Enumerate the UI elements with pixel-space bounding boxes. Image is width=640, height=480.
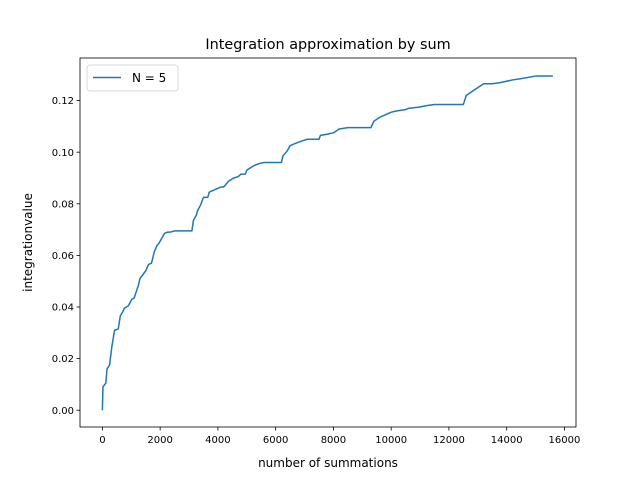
x-tick-label: 6000 — [263, 435, 288, 446]
chart-title: Integration approximation by sum — [205, 37, 450, 53]
y-tick-label: 0.00 — [52, 406, 74, 417]
x-axis-label: number of summations — [258, 456, 398, 470]
x-tick-label: 4000 — [205, 435, 230, 446]
legend-box — [86, 64, 179, 92]
x-tick-label: 10000 — [375, 435, 407, 446]
x-tick-label: 12000 — [433, 435, 465, 446]
y-tick-label: 0.02 — [52, 354, 74, 365]
legend: N = 5 — [86, 64, 179, 92]
x-tick-label: 2000 — [147, 435, 172, 446]
x-axis-ticks: 0 2000 4000 6000 8000 10000 12000 14000 16000 — [99, 427, 580, 446]
axes-frame — [79, 57, 577, 428]
y-tick-label: 0.12 — [52, 96, 74, 107]
x-tick-label: 14000 — [491, 435, 523, 446]
y-tick-label: 0.04 — [52, 303, 74, 314]
plot-area — [101, 75, 553, 411]
y-axis-label: integrationvalue — [21, 193, 35, 292]
y-axis-ticks: 0.00 0.02 0.04 0.06 0.08 0.10 0.12 — [52, 96, 80, 417]
legend-entry-label: N = 5 — [132, 71, 166, 85]
y-tick-label: 0.08 — [52, 199, 74, 210]
x-tick-label: 8000 — [321, 435, 346, 446]
y-tick-label: 0.06 — [52, 251, 74, 262]
x-tick-label: 0 — [99, 435, 105, 446]
x-tick-label: 16000 — [549, 435, 581, 446]
y-tick-label: 0.10 — [52, 148, 74, 159]
series-line-0 — [101, 75, 553, 411]
